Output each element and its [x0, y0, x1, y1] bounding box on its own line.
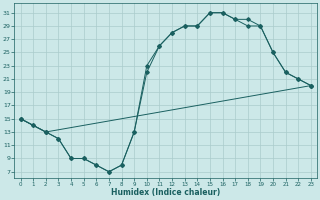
X-axis label: Humidex (Indice chaleur): Humidex (Indice chaleur)	[111, 188, 220, 197]
